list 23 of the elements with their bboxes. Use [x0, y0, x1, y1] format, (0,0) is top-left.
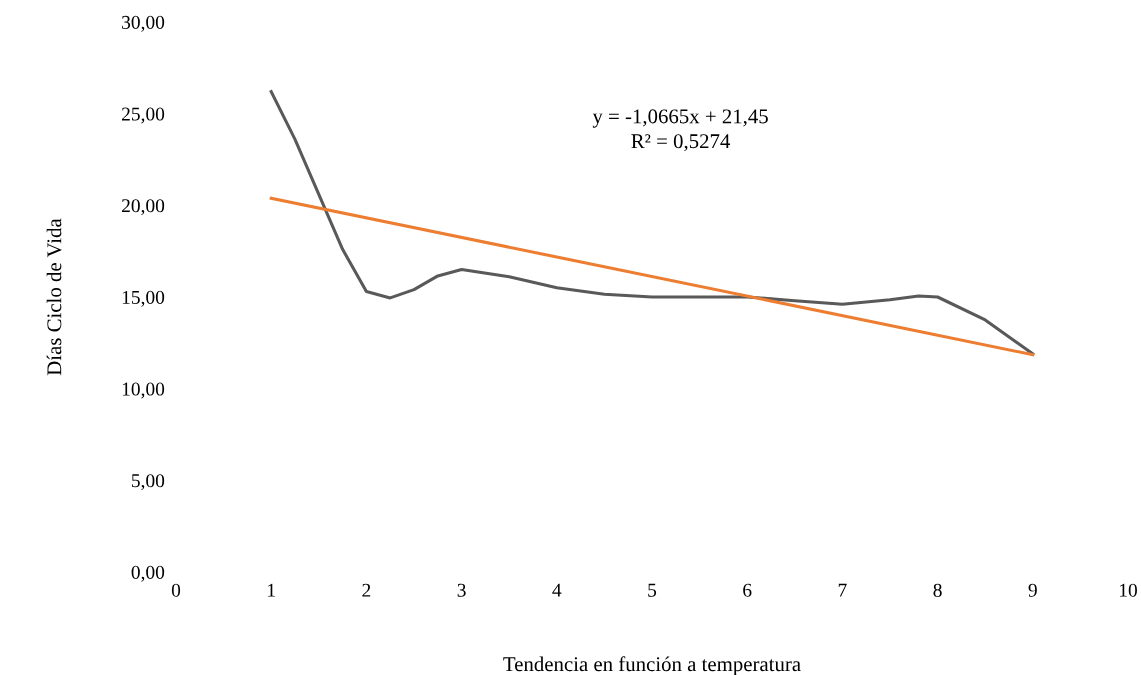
x-tick-label: 1 — [268, 583, 275, 597]
y-tick-label: 0,00 — [131, 565, 165, 582]
x-tick-label: 10 — [1119, 583, 1137, 597]
x-axis-title: Tendencia en función a temperatura — [503, 656, 801, 675]
y-tick-label: 15,00 — [122, 290, 165, 307]
x-tick-label: 7 — [838, 583, 847, 597]
line-series — [269, 90, 1035, 356]
x-tick-label: 3 — [457, 583, 466, 597]
x-tick-label: 0 — [171, 583, 181, 597]
x-tick-label: 2 — [362, 583, 371, 597]
x-tick-label: 5 — [648, 583, 657, 597]
y-axis-title: Días Ciclo de Vida — [46, 218, 62, 376]
y-tick-label: 30,00 — [122, 15, 165, 32]
x-tick-label: 8 — [933, 583, 942, 597]
x-tick-label: 4 — [552, 583, 562, 597]
y-tick-label: 25,00 — [121, 107, 165, 124]
y-tick-label: 10,00 — [122, 382, 165, 399]
annotation: y = -1,0665x + 21,45 — [592, 109, 768, 128]
y-tick-label: 20,00 — [121, 199, 165, 216]
y-tick-label: 5,00 — [131, 474, 165, 491]
x-tick-label: 6 — [743, 583, 752, 597]
annotation: R² = 0,5274 — [631, 134, 731, 152]
x-tick-label: 9 — [1028, 583, 1037, 597]
